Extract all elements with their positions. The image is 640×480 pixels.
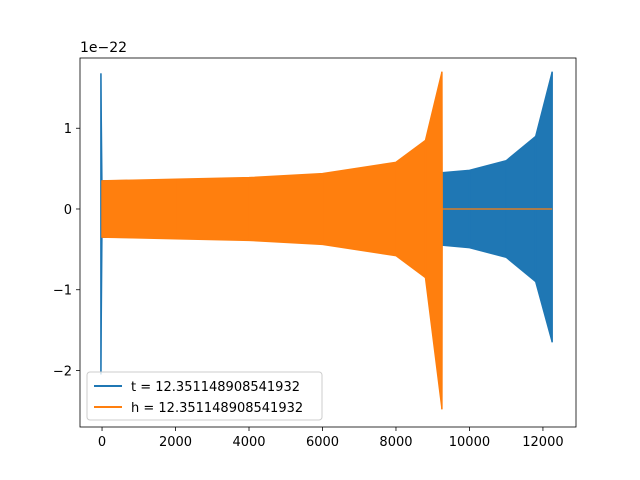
series-layer (100, 71, 553, 410)
x-axis-ticks: 0 2000 4000 6000 8000 10000 12000 (98, 427, 564, 450)
y-tick-label: 1 (64, 122, 72, 137)
x-tick-label: 0 (98, 435, 106, 450)
legend: t = 12.351148908541932 h = 12.35114890854… (86, 371, 323, 421)
legend-entry-2: h = 12.351148908541932 (131, 401, 303, 416)
x-tick-label: 6000 (306, 435, 339, 450)
y-tick-label: 0 (64, 203, 72, 218)
y-tick-label: −2 (53, 364, 72, 379)
legend-entry-1: t = 12.351148908541932 (131, 380, 300, 395)
series-2 (101, 71, 553, 410)
series-2-envelope (101, 71, 553, 410)
x-tick-label: 10000 (449, 435, 490, 450)
x-tick-label: 4000 (232, 435, 265, 450)
axes-frame (79, 57, 577, 428)
y-axis-offset-label: 1e−22 (80, 40, 127, 56)
y-axis-ticks: −2 −1 0 1 (53, 122, 80, 379)
x-tick-label: 8000 (379, 435, 412, 450)
legend-box (86, 371, 323, 421)
y-tick-label: −1 (53, 284, 72, 299)
x-tick-label: 12000 (522, 435, 563, 450)
x-tick-label: 2000 (159, 435, 192, 450)
